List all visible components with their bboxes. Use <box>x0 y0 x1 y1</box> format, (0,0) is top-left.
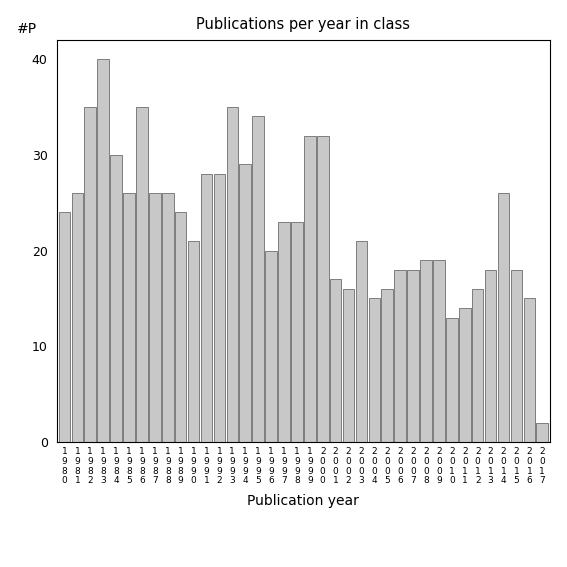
Bar <box>278 222 290 442</box>
Bar <box>523 298 535 442</box>
Bar <box>265 251 277 442</box>
Bar <box>239 164 251 442</box>
Bar <box>395 270 406 442</box>
Bar <box>304 136 316 442</box>
Bar <box>188 241 200 442</box>
Bar <box>291 222 303 442</box>
Bar <box>459 308 471 442</box>
Bar <box>84 107 96 442</box>
Bar <box>446 318 458 442</box>
Bar <box>149 193 160 442</box>
Bar <box>498 193 509 442</box>
Bar <box>536 423 548 442</box>
Bar <box>111 155 122 442</box>
Text: #P: #P <box>17 22 37 36</box>
Bar <box>342 289 354 442</box>
Bar <box>98 59 109 442</box>
Bar <box>252 116 264 442</box>
Bar <box>136 107 148 442</box>
Bar <box>226 107 238 442</box>
Bar <box>382 289 393 442</box>
Title: Publications per year in class: Publications per year in class <box>196 16 411 32</box>
Bar <box>58 212 70 442</box>
Bar <box>420 260 432 442</box>
Bar <box>214 174 225 442</box>
Bar <box>369 298 380 442</box>
Bar <box>71 193 83 442</box>
Bar <box>317 136 328 442</box>
Bar <box>511 270 522 442</box>
Bar <box>330 280 341 442</box>
Bar <box>175 212 187 442</box>
Bar <box>485 270 496 442</box>
Bar <box>356 241 367 442</box>
Bar <box>433 260 445 442</box>
X-axis label: Publication year: Publication year <box>247 493 359 507</box>
Bar <box>162 193 174 442</box>
Bar <box>201 174 212 442</box>
Bar <box>123 193 135 442</box>
Bar <box>407 270 419 442</box>
Bar <box>472 289 484 442</box>
